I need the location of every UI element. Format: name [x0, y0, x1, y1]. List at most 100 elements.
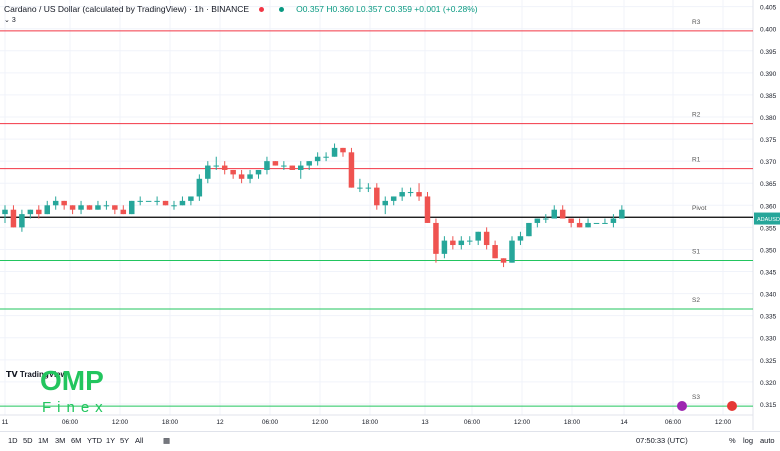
- candle-body: [559, 209, 566, 219]
- candle-body: [390, 196, 397, 201]
- candle-body: [95, 205, 101, 210]
- candle-body: [576, 222, 583, 228]
- range-all[interactable]: All: [135, 436, 144, 445]
- status-dot-red: [259, 7, 265, 13]
- x-tick-label: 06:00: [62, 419, 79, 426]
- candle-body: [551, 209, 557, 219]
- y-tick-label: 0.340: [760, 292, 777, 299]
- candle-body: [86, 205, 93, 210]
- x-tick-label: 12:00: [312, 419, 329, 426]
- candle-body: [602, 222, 608, 224]
- candle-body: [44, 205, 50, 215]
- y-tick-label: 0.365: [760, 181, 777, 188]
- candle-body: [154, 200, 160, 202]
- y-tick-label: 0.320: [760, 380, 777, 387]
- x-tick-label: 06:00: [665, 419, 682, 426]
- tradingview-logo-text: TradingView: [19, 370, 67, 379]
- range-1y[interactable]: 1Y: [106, 436, 116, 445]
- candle-body: [188, 196, 194, 201]
- x-tick-label: 13: [421, 419, 429, 426]
- candle-body: [365, 187, 372, 189]
- candle-body: [517, 236, 524, 241]
- candle-body: [585, 222, 591, 228]
- candle-body: [2, 209, 8, 215]
- y-tick-label: 0.385: [760, 93, 777, 100]
- candle-body: [221, 165, 228, 170]
- candle-body: [543, 218, 549, 220]
- candle-body: [61, 200, 67, 206]
- candle-body: [298, 165, 304, 170]
- range-3m[interactable]: 3M: [55, 436, 66, 445]
- range-ytd[interactable]: YTD: [87, 436, 102, 445]
- candle-body: [230, 169, 236, 175]
- candle-body: [69, 205, 76, 210]
- candle-body: [112, 205, 118, 210]
- level-label-s1: S1: [692, 248, 700, 255]
- y-tick-label: 0.335: [760, 314, 777, 321]
- y-tick-label: 0.380: [760, 115, 777, 122]
- level-label-pivot: Pivot: [692, 205, 707, 212]
- auto-toggle[interactable]: auto: [760, 436, 775, 445]
- candle-body: [433, 222, 439, 254]
- candle-body: [610, 218, 617, 223]
- range-1m[interactable]: 1M: [38, 436, 49, 445]
- candle-body: [19, 214, 25, 228]
- clock-time[interactable]: 07:50:33 (UTC): [636, 436, 688, 445]
- y-tick-label: 0.350: [760, 247, 777, 254]
- candle-body: [348, 152, 355, 188]
- candle-body: [129, 200, 135, 215]
- range-1d[interactable]: 1D: [8, 436, 18, 445]
- candle-body: [374, 187, 380, 206]
- range-6m[interactable]: 6M: [71, 436, 82, 445]
- x-tick-label: 11: [2, 419, 9, 426]
- candle-body: [264, 161, 270, 170]
- y-tick-label: 0.355: [760, 225, 777, 232]
- percent-toggle[interactable]: %: [729, 436, 736, 445]
- candle-body: [483, 231, 490, 246]
- indicators-toggle[interactable]: ⌄ 3: [4, 17, 16, 24]
- log-toggle[interactable]: log: [743, 436, 754, 445]
- candle-body: [27, 209, 34, 215]
- candle-body: [382, 200, 388, 206]
- candle-body: [213, 165, 219, 167]
- x-tick-label: 18:00: [564, 419, 581, 426]
- tradingview-logo[interactable]: 𝗧𝗩 TradingView: [6, 370, 67, 379]
- y-tick-label: 0.370: [760, 159, 777, 166]
- last-price-label: ADAUSD 0.357: [757, 217, 780, 223]
- y-tick-label: 0.400: [760, 27, 777, 34]
- candle-body: [492, 245, 498, 259]
- event-icon-flag: [727, 401, 737, 411]
- status-dot-green: [278, 7, 284, 13]
- symbol-title[interactable]: Cardano / US Dollar (calculated by Tradi…: [4, 4, 250, 14]
- candle-body: [145, 200, 152, 202]
- y-tick-label: 0.395: [760, 49, 777, 56]
- candle-body: [10, 209, 17, 228]
- candle-body: [314, 156, 321, 162]
- x-tick-label: 06:00: [262, 419, 279, 426]
- omp-logo-text: OMP: [40, 365, 104, 396]
- candle-body: [323, 156, 329, 158]
- x-tick-label: 18:00: [162, 419, 179, 426]
- x-tick-label: 14: [620, 419, 628, 426]
- y-tick-label: 0.325: [760, 358, 777, 365]
- x-tick-label: 06:00: [464, 419, 481, 426]
- candle-body: [568, 218, 574, 223]
- x-tick-label: 18:00: [362, 419, 379, 426]
- candle-body: [205, 165, 211, 179]
- range-5y[interactable]: 5Y: [120, 436, 130, 445]
- range-5d[interactable]: 5D: [23, 436, 33, 445]
- bottom-toolbar: 1D 5D 1M 3M 6M YTD 1Y 5Y All ▦ 07:50:33 (UTC) % …: [0, 431, 780, 451]
- candle-body: [289, 165, 296, 170]
- omp-sub-text: Finex: [42, 399, 109, 416]
- candle-body: [399, 192, 405, 197]
- calendar-icon[interactable]: ▦: [163, 436, 171, 445]
- x-tick-label: 12: [216, 419, 224, 426]
- event-icon-lightning: [677, 401, 687, 411]
- candle-body: [450, 240, 456, 246]
- y-tick-label: 0.330: [760, 336, 777, 343]
- candle-body: [196, 178, 203, 197]
- candle-body: [238, 174, 245, 179]
- candle-body: [475, 231, 481, 241]
- chart-header: Cardano / US Dollar (calculated by Tradi…: [4, 4, 478, 14]
